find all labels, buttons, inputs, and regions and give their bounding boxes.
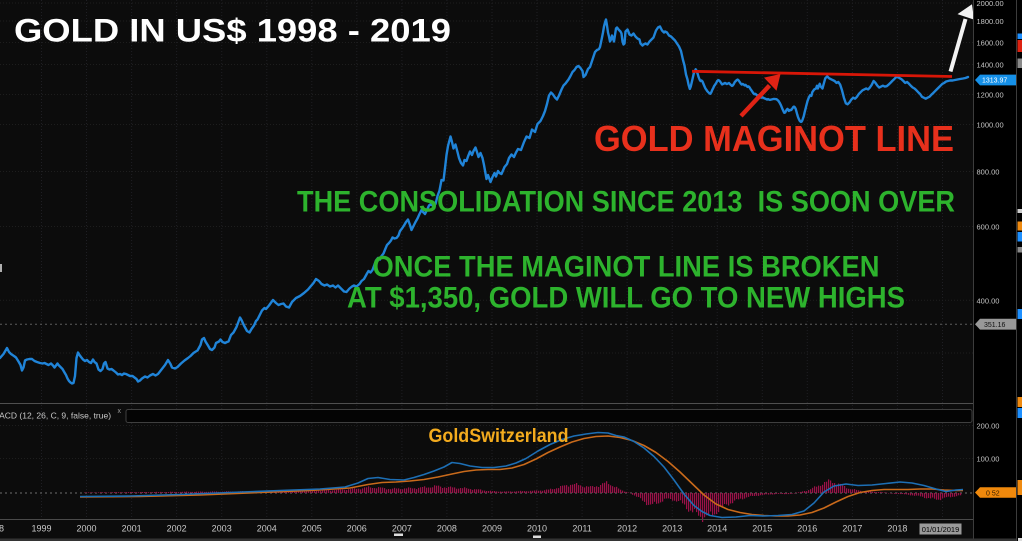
svg-text:8: 8 — [0, 524, 4, 534]
svg-text:2004: 2004 — [257, 524, 277, 534]
svg-text:351.16: 351.16 — [984, 322, 1006, 329]
svg-text:2014: 2014 — [707, 524, 727, 534]
svg-text:2011: 2011 — [572, 524, 591, 534]
svg-text:1000.00: 1000.00 — [977, 121, 1004, 130]
svg-text:2017: 2017 — [842, 524, 862, 534]
svg-text:600.00: 600.00 — [977, 223, 1000, 232]
svg-text:GOLD IN US$ 1998 - 2019: GOLD IN US$ 1998 - 2019 — [14, 13, 451, 49]
svg-text:2000: 2000 — [76, 524, 96, 534]
svg-text:1800.00: 1800.00 — [977, 17, 1004, 26]
svg-text:2018: 2018 — [887, 524, 907, 534]
svg-text:2003: 2003 — [212, 524, 232, 534]
svg-text:THE CONSOLIDATION SINCE 2013: THE CONSOLIDATION SINCE 2013 IS SOON OVE… — [297, 186, 955, 219]
svg-text:GOLD MAGINOT LINE: GOLD MAGINOT LINE — [594, 118, 954, 159]
svg-text:2008: 2008 — [437, 524, 457, 534]
svg-text:AT $1,350, GOLD WILL GO TO NEW: AT $1,350, GOLD WILL GO TO NEW HIGHS — [347, 282, 905, 315]
svg-text:2001: 2001 — [122, 524, 142, 534]
svg-text:400.00: 400.00 — [977, 296, 1000, 305]
svg-text:2007: 2007 — [392, 524, 412, 534]
svg-text:2015: 2015 — [752, 524, 772, 534]
svg-text:2016: 2016 — [797, 524, 817, 534]
svg-text:2002: 2002 — [167, 524, 187, 534]
svg-text:2013: 2013 — [662, 524, 682, 534]
svg-text:1999: 1999 — [31, 524, 51, 534]
svg-text:800.00: 800.00 — [977, 168, 1000, 177]
svg-text:1400.00: 1400.00 — [977, 61, 1004, 70]
svg-text:2012: 2012 — [617, 524, 637, 534]
svg-text:2000.00: 2000.00 — [977, 0, 1004, 8]
svg-text:2009: 2009 — [482, 524, 502, 534]
svg-text:01/01/2019: 01/01/2019 — [922, 525, 960, 534]
svg-text:1313.97: 1313.97 — [982, 78, 1007, 85]
svg-text:2005: 2005 — [302, 524, 322, 534]
svg-text:100.00: 100.00 — [977, 455, 1000, 464]
svg-text:200.00: 200.00 — [977, 422, 1000, 431]
svg-text:2006: 2006 — [347, 524, 367, 534]
svg-text:MACD (12, 26, C, 9, false, tru: MACD (12, 26, C, 9, false, true) — [0, 411, 111, 421]
svg-text:1200.00: 1200.00 — [977, 91, 1004, 100]
svg-text:GoldSwitzerland: GoldSwitzerland — [429, 425, 569, 447]
svg-text:1600.00: 1600.00 — [977, 39, 1004, 48]
svg-text:x: x — [118, 408, 122, 415]
svg-text:ONCE THE MAGINOT LINE IS BROKE: ONCE THE MAGINOT LINE IS BROKEN — [373, 251, 880, 284]
svg-text:2010: 2010 — [527, 524, 547, 534]
svg-text:0 52: 0 52 — [986, 490, 1000, 497]
